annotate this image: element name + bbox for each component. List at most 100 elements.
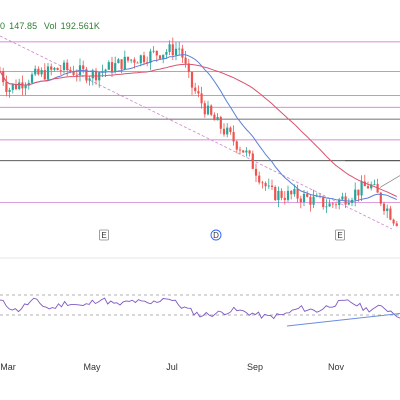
candle-body bbox=[187, 63, 190, 72]
dashed-trend-line bbox=[0, 35, 393, 230]
candle-body bbox=[296, 188, 299, 199]
moving-average-slow bbox=[0, 63, 398, 197]
candle-body bbox=[75, 75, 78, 76]
event-marker-earnings-0[interactable]: E bbox=[99, 229, 109, 241]
candle-body bbox=[245, 150, 248, 153]
candle-body bbox=[91, 70, 94, 79]
candle-body bbox=[395, 223, 398, 226]
x-tick-label: Nov bbox=[328, 362, 345, 372]
candle-body bbox=[392, 219, 395, 224]
candle-body bbox=[30, 74, 34, 83]
candle-body bbox=[8, 89, 11, 92]
candle-body bbox=[117, 59, 120, 64]
candle-body bbox=[235, 141, 238, 150]
moving-average-fast bbox=[0, 54, 398, 202]
candle-body bbox=[126, 56, 130, 61]
candle-body bbox=[136, 62, 139, 64]
candle-body bbox=[363, 181, 366, 187]
candle-body bbox=[341, 196, 344, 200]
short-trend-segment bbox=[379, 175, 400, 188]
candle-body bbox=[85, 69, 88, 81]
candle-body bbox=[379, 192, 382, 204]
candle-body bbox=[219, 117, 222, 129]
candle-body bbox=[142, 55, 146, 63]
horizontal-levels bbox=[0, 41, 400, 203]
event-marker-dividend-1[interactable]: D bbox=[210, 229, 222, 241]
candle-body bbox=[280, 190, 283, 198]
event-marker-circle bbox=[210, 229, 222, 241]
candle-body bbox=[366, 186, 370, 189]
candle-body bbox=[312, 196, 315, 205]
candle-body bbox=[210, 105, 213, 115]
event-marker-label: E bbox=[337, 231, 342, 240]
candle-body bbox=[104, 69, 107, 72]
candle-body bbox=[152, 50, 155, 52]
candle-body bbox=[120, 59, 123, 70]
candle-body bbox=[69, 70, 72, 72]
candle-body bbox=[53, 68, 56, 70]
candle-body bbox=[370, 184, 373, 189]
candle-body bbox=[82, 65, 85, 70]
candle-body bbox=[274, 186, 277, 201]
candle-body bbox=[37, 68, 40, 75]
candle-body bbox=[373, 184, 376, 185]
candle-body bbox=[322, 196, 325, 208]
candle-body bbox=[277, 190, 280, 201]
candle-body bbox=[171, 44, 174, 56]
x-tick-label: Sep bbox=[247, 362, 263, 372]
candle-body bbox=[229, 127, 232, 133]
event-marker-earnings-2[interactable]: E bbox=[335, 229, 345, 241]
candle-body bbox=[306, 193, 309, 197]
candle-body bbox=[226, 127, 229, 135]
candle-body bbox=[242, 150, 245, 153]
candle-body bbox=[264, 183, 267, 187]
candle-body bbox=[24, 85, 27, 89]
candle-body bbox=[168, 44, 171, 52]
candle-body bbox=[56, 68, 59, 71]
candle-body bbox=[107, 62, 110, 70]
candle-body bbox=[190, 71, 194, 88]
candle-body bbox=[18, 82, 21, 90]
candle-body bbox=[267, 185, 270, 187]
candle-body bbox=[178, 48, 181, 50]
candle-body bbox=[382, 203, 386, 212]
candle-body bbox=[130, 59, 133, 61]
candle-body bbox=[248, 150, 251, 154]
candle-body bbox=[360, 181, 363, 196]
candle-body bbox=[232, 132, 235, 142]
candle-body bbox=[309, 196, 312, 205]
candle-body bbox=[290, 190, 293, 195]
candle-body bbox=[94, 70, 98, 81]
x-axis: Mar May Jul Sep Nov bbox=[0, 362, 344, 372]
candle-body bbox=[165, 51, 168, 55]
x-tick-label: May bbox=[83, 362, 101, 372]
candle-body bbox=[11, 84, 14, 90]
candle-body bbox=[338, 199, 341, 205]
close-value: 147.85 bbox=[9, 21, 38, 31]
candle-body bbox=[283, 197, 286, 200]
candle-body bbox=[40, 70, 43, 75]
rsi-panel bbox=[0, 257, 400, 327]
candle-body bbox=[162, 54, 165, 59]
x-tick-label: Jul bbox=[166, 362, 178, 372]
candle-body bbox=[251, 153, 254, 169]
candle-body bbox=[88, 78, 91, 81]
volume-value: 192.561K bbox=[60, 21, 101, 31]
candle-body bbox=[261, 182, 264, 184]
candle-body bbox=[66, 62, 69, 71]
candle-body bbox=[72, 71, 75, 76]
candle-body bbox=[386, 208, 389, 212]
volume-label: Vol bbox=[43, 21, 57, 31]
candle-body bbox=[194, 87, 197, 92]
candle-body bbox=[123, 56, 126, 70]
candle-body bbox=[334, 204, 338, 206]
candle-body bbox=[43, 70, 46, 80]
event-marker-square bbox=[99, 229, 109, 241]
candle-body bbox=[216, 117, 219, 121]
candle-body bbox=[299, 198, 302, 203]
candle-body bbox=[62, 62, 66, 71]
candle-body bbox=[59, 70, 62, 71]
